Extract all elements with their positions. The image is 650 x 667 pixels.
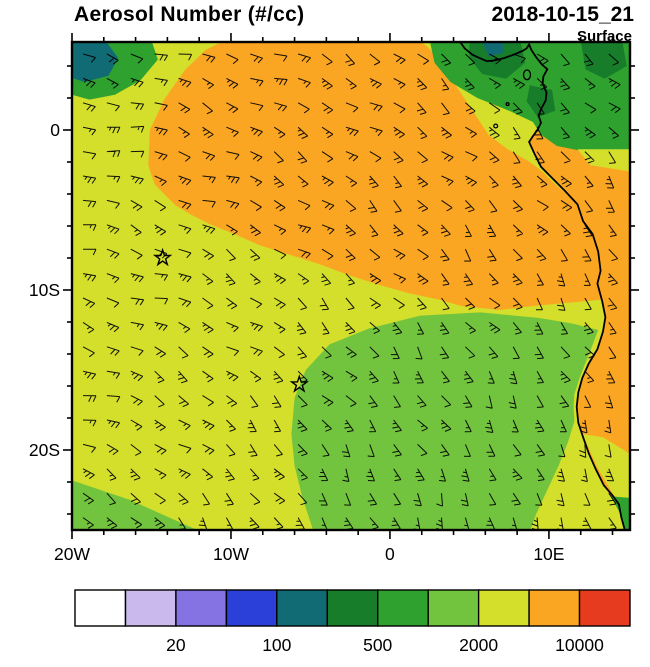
map-frame xyxy=(70,40,632,532)
region-topleft-teal xyxy=(72,42,119,82)
axis-ticks xyxy=(63,33,639,539)
colorbar-cell xyxy=(477,589,530,627)
region-topright-teal-spot xyxy=(482,42,503,57)
island-principe xyxy=(505,102,510,107)
plot-title: Aerosol Number (#/cc) xyxy=(74,3,305,26)
plot-datetime: 2018-10-15_21 xyxy=(491,3,634,26)
colorbar-cell xyxy=(427,589,480,627)
colorbar-label: 2000 xyxy=(459,635,498,655)
y-tick-label: 10S xyxy=(29,280,60,300)
station-marker-2 xyxy=(289,374,309,393)
wind-barbs xyxy=(82,53,621,530)
colorbar-label: 10000 xyxy=(555,635,604,655)
x-tick-label: 20W xyxy=(54,544,90,564)
region-land-yellowgreen-band xyxy=(577,149,630,172)
x-tick-label: 10E xyxy=(533,544,564,564)
colorbar-cell xyxy=(225,589,278,627)
coastline xyxy=(459,42,626,530)
region-coastal-darkgreen xyxy=(526,85,556,118)
colorbar-cell xyxy=(326,589,379,627)
x-tick-label: 0 xyxy=(385,544,395,564)
colorbar-cell xyxy=(276,589,328,627)
map-layers xyxy=(72,42,630,530)
colorbar-cell xyxy=(124,589,177,627)
region-topright-darkgreen-2 xyxy=(580,42,627,79)
region-bottomleft-green xyxy=(72,480,198,530)
island-sao-tome xyxy=(493,123,499,129)
y-tick-label: 20S xyxy=(29,440,60,460)
y-tick-label: 0 xyxy=(50,120,60,140)
colorbar-label: 500 xyxy=(363,635,392,655)
level-label: Surface xyxy=(576,28,632,45)
colorbar-label: 100 xyxy=(262,635,291,655)
colorbar-cell xyxy=(175,589,228,627)
x-tick-label: 10W xyxy=(213,544,249,564)
colorbar: 20 100 500 2000 10000 xyxy=(74,589,631,655)
island-bioko xyxy=(522,69,532,81)
region-orange-plume xyxy=(148,42,603,310)
region-bottomright-land-yellowgreen xyxy=(582,434,630,530)
region-green-blob-south xyxy=(291,312,599,530)
colorbar-label: 20 xyxy=(166,635,186,655)
colorbar-cell xyxy=(528,589,581,627)
station-marker-1 xyxy=(152,247,173,267)
land-africa xyxy=(460,42,630,530)
colorbar-cell xyxy=(74,589,127,627)
colorbar-cell xyxy=(578,589,631,627)
colorbar-cell xyxy=(377,589,429,627)
